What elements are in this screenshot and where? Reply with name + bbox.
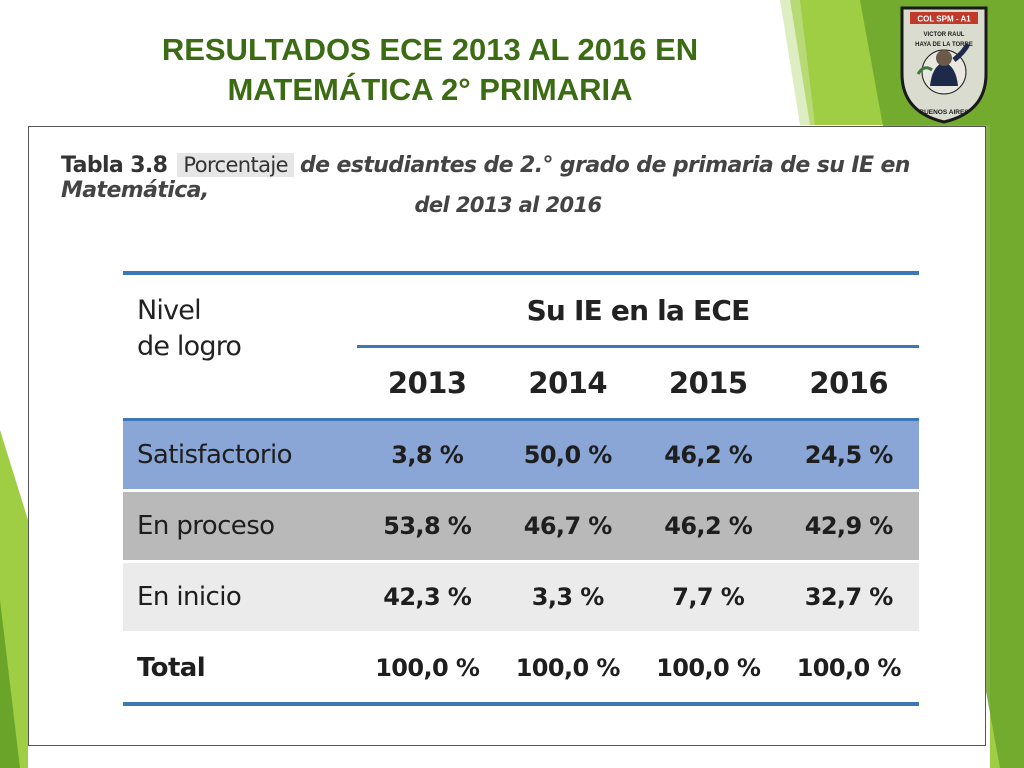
cell-value: 32,7 % [778, 560, 919, 633]
table-header-row: Nivel de logro Su IE en la ECE [123, 273, 919, 362]
slide-title-line1: RESULTADOS ECE 2013 AL 2016 EN [161, 32, 699, 67]
school-crest-logo: COL SPM - A1 VICTOR RAUL HAYA DE LA TORR… [900, 6, 988, 124]
table-caption-rest: de estudiantes de 2.° grado de primaria … [61, 153, 910, 203]
cell-value: 100,0 % [497, 631, 638, 706]
cell-value: 100,0 % [357, 631, 498, 706]
row-label: Satisfactorio [123, 418, 357, 491]
svg-text:VICTOR RAUL: VICTOR RAUL [924, 32, 965, 38]
header-nivel: Nivel de logro [137, 295, 242, 362]
table-years-row: 2013 2014 2015 2016 [123, 347, 919, 420]
table-image-panel: Tabla 3.8 Porcentaje de estudiantes de 2.°… [28, 126, 986, 746]
cell-value: 3,3 % [497, 560, 638, 633]
header-year: 2014 [528, 366, 608, 400]
row-label: En proceso [123, 489, 357, 562]
cell-value: 7,7 % [638, 560, 779, 633]
svg-text:HAYA DE LA TORRE: HAYA DE LA TORRE [915, 42, 973, 48]
cell-value: 53,8 % [357, 489, 498, 562]
header-year: 2016 [809, 366, 889, 400]
table-caption-label: Tabla 3.8 [61, 153, 168, 178]
logo-top-text: COL SPM - A1 [917, 15, 971, 24]
cell-value: 46,2 % [638, 418, 779, 491]
logo-bottom-text: BUENOS AIRES [919, 109, 969, 116]
cell-value: 46,2 % [638, 489, 779, 562]
slide-title-line2: MATEMÁTICA 2° PRIMARIA [227, 72, 633, 107]
table-caption-line2: del 2013 al 2016 [414, 193, 602, 217]
table-row-satisfactorio: Satisfactorio 3,8 % 50,0 % 46,2 % 24,5 % [123, 418, 919, 491]
results-table: Nivel de logro Su IE en la ECE 2013 2014… [123, 271, 919, 706]
row-label: En inicio [123, 560, 357, 633]
table-row-total: Total 100,0 % 100,0 % 100,0 % 100,0 % [123, 631, 919, 706]
slide-title: RESULTADOS ECE 2013 AL 2016 EN MATEMÁTIC… [120, 30, 740, 110]
header-year: 2013 [387, 366, 467, 400]
header-group: Su IE en la ECE [357, 273, 919, 348]
cell-value: 46,7 % [497, 489, 638, 562]
cell-value: 100,0 % [638, 631, 779, 706]
table-row-en-proceso: En proceso 53,8 % 46,7 % 46,2 % 42,9 % [123, 489, 919, 562]
header-year: 2015 [668, 366, 748, 400]
cell-value: 42,3 % [357, 560, 498, 633]
cell-value: 50,0 % [497, 418, 638, 491]
cell-value: 100,0 % [778, 631, 919, 706]
row-label: Total [123, 631, 357, 706]
cell-value: 3,8 % [357, 418, 498, 491]
table-row-en-inicio: En inicio 42,3 % 3,3 % 7,7 % 32,7 % [123, 560, 919, 633]
cell-value: 24,5 % [778, 418, 919, 491]
table-caption-highlight: Porcentaje [177, 153, 294, 177]
table-caption: Tabla 3.8 Porcentaje de estudiantes de 2.°… [61, 153, 961, 203]
cell-value: 42,9 % [778, 489, 919, 562]
